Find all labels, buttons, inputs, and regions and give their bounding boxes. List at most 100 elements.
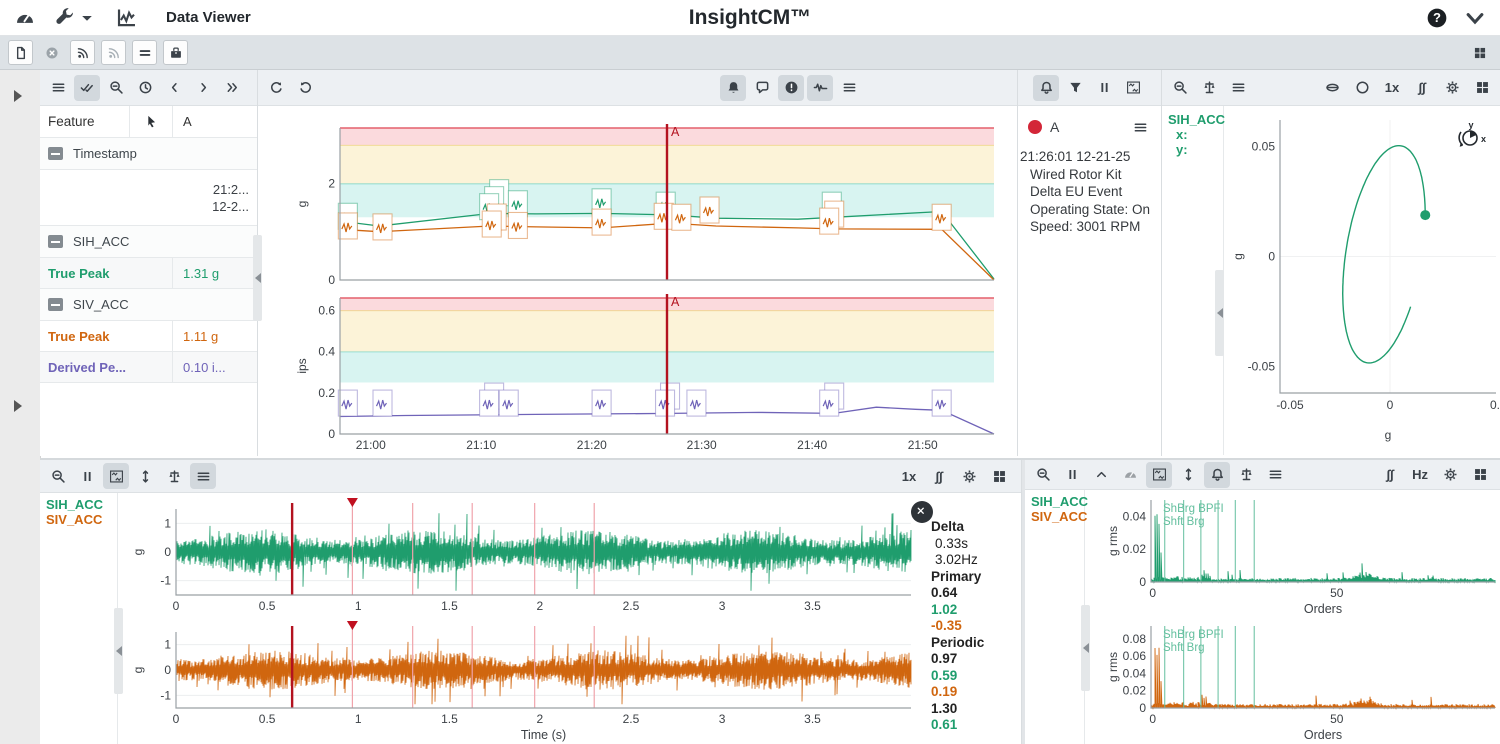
orbit-legend-title[interactable]: SIH_ACC [1168,112,1223,127]
collapse-group-icon[interactable] [48,235,63,248]
last-button[interactable] [219,75,245,101]
a-column-header[interactable]: A [173,114,249,129]
waveform-toggle-button[interactable] [807,75,833,101]
timestamp-value-row[interactable]: 21:2... 12-2... [40,170,257,226]
legend-sih-acc[interactable]: SIH_ACC [1031,494,1084,509]
wf-integrate-button[interactable]: ∫∫ [926,463,952,489]
expand-panel-bottom-caret[interactable] [14,400,22,412]
prev-button[interactable] [161,75,187,101]
sp-menu-button[interactable] [1262,462,1288,488]
orbit-menu-button[interactable] [1225,75,1251,101]
dashboards-button[interactable] [14,7,36,29]
svg-text:1.5: 1.5 [441,712,458,726]
sp-zoom-out-button[interactable] [1030,462,1056,488]
event-chart-button[interactable] [1120,75,1146,101]
cursor-column-icon[interactable] [144,114,159,129]
orbit-integrate-button[interactable]: ∫∫ [1409,75,1435,101]
expand-panel-top-caret[interactable] [14,90,22,102]
legend-siv-acc[interactable]: SIV_ACC [1031,509,1084,524]
alarms-toggle-button[interactable] [720,75,746,101]
event-alarms-button[interactable] [1033,75,1059,101]
orbit-zoom-out-button[interactable] [1167,75,1193,101]
notes-button[interactable] [749,75,775,101]
spectrum-chart-sih[interactable]: ShBrg BPFIShft Brg00.020.04050g rmsOrder… [1085,492,1500,618]
feature-row-siv-true-peak[interactable]: True Peak 1.11 g [40,321,257,352]
orbit-y-label: y: [1168,142,1223,157]
group-row-siv-acc[interactable]: SIV_ACC [40,289,257,321]
new-document-button[interactable] [8,40,33,65]
wf-layout-button[interactable] [986,463,1012,489]
events-toggle-button[interactable] [778,75,804,101]
sp-pause-button[interactable] [1059,462,1085,488]
help-button[interactable]: ? [1426,7,1448,29]
svg-text:0: 0 [173,599,180,613]
wf-settings-button[interactable] [956,463,982,489]
orbit-layout-button[interactable] [1469,75,1495,101]
close-cursor-panel-button[interactable] [911,501,933,523]
select-features-button[interactable] [74,75,100,101]
archive-button[interactable] [163,40,188,65]
trend-chart-g[interactable]: A02g [258,108,1017,290]
refresh-button[interactable] [263,75,289,101]
sp-gauge-button[interactable] [1117,462,1143,488]
sp-collapse-button[interactable] [1088,462,1114,488]
bell-icon [726,80,741,95]
data-viewer-button[interactable] [116,7,138,29]
orbit-view-button[interactable] [1319,75,1345,101]
sp-alarms-button[interactable] [1204,462,1230,488]
equalize-button[interactable] [132,40,157,65]
wf-autoscale-button[interactable] [132,463,158,489]
sp-layout-button[interactable] [1467,462,1493,488]
legend-siv-acc[interactable]: SIV_ACC [46,512,117,527]
utilities-button[interactable] [54,7,98,29]
clear-button[interactable] [39,40,64,65]
waveform-chart-sih[interactable]: 10-100.511.522.533.5g [118,495,921,617]
feature-panel-collapse-handle[interactable] [253,235,262,321]
history-button[interactable] [132,75,158,101]
layout-grid-button[interactable] [1467,40,1492,65]
legend-sih-acc[interactable]: SIH_ACC [46,497,117,512]
feature-menu-button[interactable] [45,75,71,101]
waveform-legend-collapse-handle[interactable] [114,608,123,694]
feature-row-sih-true-peak[interactable]: True Peak 1.31 g [40,258,257,289]
event-filter-button[interactable] [1062,75,1088,101]
user-menu-button[interactable] [1464,7,1486,29]
orbit-scale-button[interactable] [1196,75,1222,101]
next-button[interactable] [190,75,216,101]
feature-row-derived-peak[interactable]: Derived Pe... 0.10 i... [40,352,257,383]
live-data-button[interactable] [70,40,95,65]
circle-view-button[interactable] [1349,75,1375,101]
collapse-group-icon[interactable] [48,147,63,160]
sp-hz-button[interactable]: Hz [1407,462,1433,488]
wf-menu-button[interactable] [190,463,216,489]
trend-chart-ips[interactable]: A00.20.40.621:0021:1021:2021:3021:4021:5… [258,292,1017,456]
trend-menu-button[interactable] [836,75,862,101]
feature-column-header[interactable]: Feature [48,114,129,129]
wf-zoom-out-button[interactable] [45,463,71,489]
spectrum-legend-collapse-handle[interactable] [1081,605,1090,691]
collapse-group-icon[interactable] [48,298,63,311]
wf-chart-button[interactable] [103,463,129,489]
live-data-off-button[interactable] [101,40,126,65]
event-details[interactable]: 21:26:01 12-21-25 Wired Rotor Kit Delta … [1018,144,1161,240]
spectrum-chart-siv[interactable]: ShBrg BPFIShft Brg00.020.040.060.08050g … [1085,618,1500,744]
orbit-speed-button[interactable]: 1x [1379,75,1405,101]
sp-autoscale-button[interactable] [1175,462,1201,488]
waveform-chart-siv[interactable]: 10-100.511.522.533.5gTime (s) [118,618,921,744]
wf-speed-button[interactable]: 1x [896,463,922,489]
event-pause-button[interactable] [1091,75,1117,101]
event-menu-button[interactable] [1127,114,1153,140]
wf-scale-button[interactable] [161,463,187,489]
orbit-legend-collapse-handle[interactable] [1215,270,1224,356]
sp-chart-button[interactable] [1146,462,1172,488]
sp-integrate-button[interactable]: ∫∫ [1377,462,1403,488]
sp-scale-button[interactable] [1233,462,1259,488]
feature-zoom-out-button[interactable] [103,75,129,101]
sp-settings-button[interactable] [1437,462,1463,488]
wf-pause-button[interactable] [74,463,100,489]
group-row-sih-acc[interactable]: SIH_ACC [40,226,257,258]
orbit-settings-button[interactable] [1439,75,1465,101]
group-row-timestamp[interactable]: Timestamp [40,138,257,170]
redo-button[interactable] [292,75,318,101]
orbit-chart[interactable]: 0.050-0.05-0.0500.0ggyx [1224,106,1500,455]
